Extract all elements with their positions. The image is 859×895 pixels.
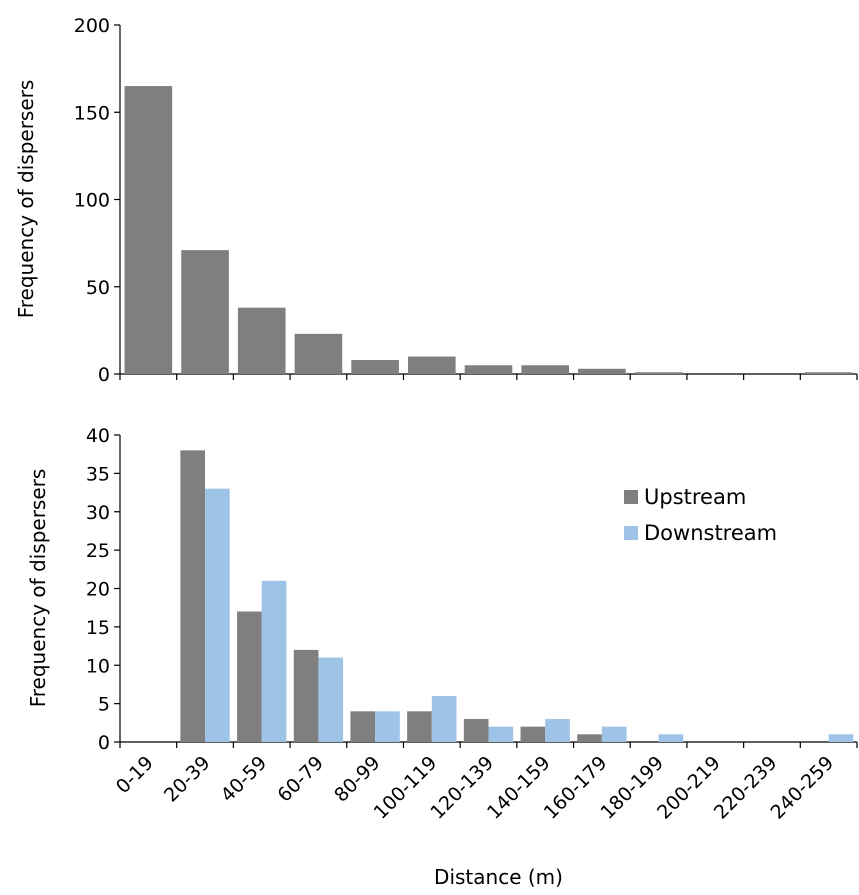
bar-series-180-199 <box>634 372 683 374</box>
bar-series-40-59 <box>237 307 286 374</box>
bar-series-160-179 <box>578 368 626 374</box>
x-category-label: 240-259 <box>766 752 838 824</box>
legend-label: Downstream <box>644 521 777 545</box>
y-tick-label: 50 <box>86 277 110 299</box>
bar-series-60-79 <box>294 333 343 374</box>
y-axis-title: Frequency of dispersers <box>14 80 38 319</box>
bar-series-240-259 <box>804 372 853 374</box>
bar-upstream-120-139 <box>463 718 489 742</box>
y-tick-label: 0 <box>98 732 110 754</box>
x-category-label: 60-79 <box>273 752 328 807</box>
y-tick-label: 15 <box>86 617 110 639</box>
x-category-label: 0-19 <box>112 752 158 798</box>
bar-downstream-160-179 <box>601 726 627 742</box>
bar-series-0-19 <box>124 86 173 374</box>
y-tick-label: 150 <box>74 102 110 124</box>
x-category-label: 20-39 <box>160 752 215 807</box>
bar-downstream-80-99 <box>375 711 400 742</box>
y-tick-label: 5 <box>98 694 110 716</box>
bar-upstream-140-159 <box>520 726 546 742</box>
bar-upstream-60-79 <box>293 649 319 742</box>
bar-downstream-120-139 <box>488 726 514 742</box>
bar-downstream-180-199 <box>658 734 684 742</box>
x-category-label: 40-59 <box>217 752 272 807</box>
bar-upstream-40-59 <box>237 611 262 742</box>
legend-swatch <box>624 526 638 540</box>
bar-series-20-39 <box>181 250 229 374</box>
y-tick-label: 30 <box>86 502 110 524</box>
bar-series-80-99 <box>351 360 399 374</box>
bar-downstream-240-259 <box>828 734 854 742</box>
bar-upstream-100-119 <box>407 711 432 742</box>
y-tick-label: 25 <box>86 540 110 562</box>
y-tick-label: 0 <box>98 364 110 386</box>
y-tick-label: 100 <box>74 190 110 212</box>
bar-upstream-80-99 <box>350 711 376 742</box>
legend-swatch <box>624 490 638 504</box>
y-axis-title: Frequency of dispersers <box>26 469 50 708</box>
top-histogram: 0 50 100 150 200 Frequency of dispersers <box>14 15 858 386</box>
y-tick-label: 10 <box>86 655 110 677</box>
bar-downstream-100-119 <box>431 695 457 742</box>
bar-series-140-159 <box>521 365 570 374</box>
x-category-label: 80-99 <box>330 752 385 807</box>
x-axis-title: Distance (m) <box>434 865 563 889</box>
legend-label: Upstream <box>644 485 746 509</box>
bottom-histogram: 0 5 10 15 20 25 30 35 40 Frequency of dispersers 0… <box>26 425 858 889</box>
y-tick-label: 35 <box>86 463 110 485</box>
bar-series-100-119 <box>407 356 456 374</box>
bar-downstream-40-59 <box>261 580 287 742</box>
bar-downstream-140-159 <box>545 718 570 742</box>
y-tick-label: 40 <box>86 425 110 447</box>
bar-series-120-139 <box>464 365 513 374</box>
bar-downstream-60-79 <box>318 657 344 742</box>
legend: Upstream Downstream <box>624 485 777 545</box>
bar-downstream-20-39 <box>205 488 230 742</box>
y-tick-label: 20 <box>86 579 110 601</box>
bar-upstream-160-179 <box>577 734 602 742</box>
bar-upstream-20-39 <box>180 450 206 742</box>
y-tick-label: 200 <box>74 15 110 37</box>
